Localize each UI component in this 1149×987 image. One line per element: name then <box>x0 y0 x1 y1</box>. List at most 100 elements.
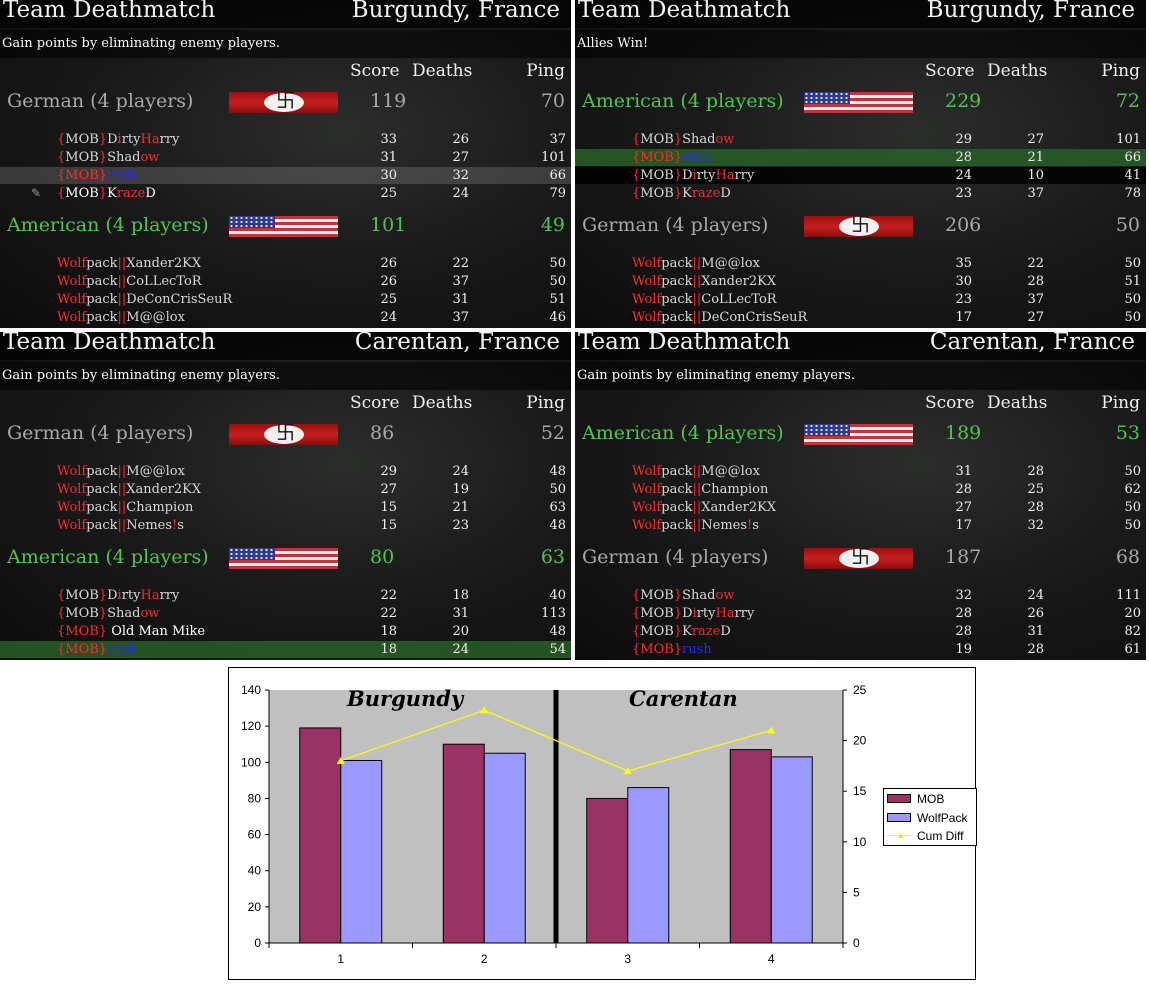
player-name-segment: Ha <box>140 588 160 603</box>
player-row[interactable]: {MOB}rush 18 24 54 <box>0 641 571 658</box>
player-name-segment: Shad <box>682 588 716 603</box>
player-name-segment: || <box>692 292 702 307</box>
player-deaths: 26 <box>452 132 469 147</box>
player-name-segment: Xander2KX <box>701 274 777 289</box>
player-row[interactable]: Wolfpack||Nemes!s 15 23 48 <box>0 517 571 534</box>
player-row[interactable]: Wolfpack||M@@lox 31 28 50 <box>575 463 1146 480</box>
player-row[interactable]: {MOB}DirtyHarry 22 18 40 <box>0 587 571 604</box>
player-row[interactable]: Wolfpack||Xander2KX 27 19 50 <box>0 481 571 498</box>
player-name-segment: { <box>57 186 66 201</box>
team-ping: 63 <box>540 546 565 568</box>
player-row[interactable]: {MOB}DirtyHarry 33 26 37 <box>0 131 571 148</box>
y-tick-label-left: 60 <box>248 828 262 842</box>
player-ping: 54 <box>549 642 566 657</box>
player-name-segment: Champion <box>701 482 769 497</box>
player-name-segment: rty <box>696 606 716 621</box>
player-row[interactable]: Wolfpack||M@@lox 24 37 46 <box>0 309 571 326</box>
player-row[interactable]: {MOB}DirtyHarry 24 10 41 <box>575 167 1146 184</box>
player-row[interactable]: Wolfpack||DeConCrisSeuR 17 27 50 <box>575 309 1146 326</box>
x-tick-label: 2 <box>481 952 488 966</box>
player-score: 22 <box>380 588 397 603</box>
player-row[interactable]: {MOB}Shadow 32 24 111 <box>575 587 1146 604</box>
player-row[interactable]: Wolfpack||M@@lox 29 24 48 <box>0 463 571 480</box>
player-name: {MOB}Shadow <box>632 131 734 148</box>
player-name-segment: MOB <box>65 132 99 147</box>
player-name-segment: raze <box>691 186 721 201</box>
player-name: {MOB} Old Man Mike <box>57 623 205 640</box>
player-ping: 66 <box>549 168 566 183</box>
player-row[interactable]: {MOB}rush 28 21 66 <box>575 149 1146 166</box>
player-name-segment: {MOB} <box>632 150 683 165</box>
team-name: American (4 players) <box>582 422 784 444</box>
player-ping: 37 <box>549 132 566 147</box>
player-name-segment: K <box>682 624 692 639</box>
column-header-score: Score <box>350 61 400 81</box>
player-name-segment: } <box>673 606 683 621</box>
team-score: 80 <box>370 546 395 568</box>
player-row[interactable]: Wolfpack||DeConCrisSeuR 25 31 51 <box>0 291 571 308</box>
column-header-deaths: Deaths <box>412 393 473 413</box>
player-row[interactable]: Wolfpack||CoLLecToR 26 37 50 <box>0 273 571 290</box>
player-ping: 78 <box>1124 186 1141 201</box>
player-name-segment: Wolf <box>632 274 662 289</box>
player-score: 30 <box>380 168 397 183</box>
bar-mob <box>299 727 342 944</box>
player-name-segment: pack <box>86 256 118 271</box>
player-row[interactable]: {MOB}Shadow 31 27 101 <box>0 149 571 166</box>
player-name-segment: MOB <box>640 186 674 201</box>
team-score: 86 <box>370 422 395 444</box>
player-deaths: 28 <box>1027 274 1044 289</box>
player-deaths: 26 <box>1027 606 1044 621</box>
player-row[interactable]: Wolfpack||Champion 15 21 63 <box>0 499 571 516</box>
player-name: Wolfpack||DeConCrisSeuR <box>57 291 232 308</box>
team-header-row: German (4 players) 卐 187 68 <box>575 544 1146 574</box>
player-name-segment: pack <box>86 292 118 307</box>
player-name: {MOB}rush <box>632 641 712 658</box>
player-name: Wolfpack||M@@lox <box>57 309 185 326</box>
player-score: 17 <box>955 310 972 325</box>
objective-bar: Gain points by eliminating enemy players… <box>0 30 571 58</box>
player-row[interactable]: {MOB} Old Man Mike 18 20 48 <box>0 623 571 640</box>
objective-bar: Allies Win! <box>575 30 1146 58</box>
player-name-segment: Xander2KX <box>701 500 777 515</box>
player-row[interactable]: Wolfpack||M@@lox 35 22 50 <box>575 255 1146 272</box>
player-row[interactable]: {MOB}Shadow 29 27 101 <box>575 131 1146 148</box>
player-row[interactable]: {MOB}KrazeD 23 37 78 <box>575 185 1146 202</box>
player-name-segment: pack <box>661 500 693 515</box>
x-tick-label: 1 <box>337 952 344 966</box>
player-row[interactable]: Wolfpack||Xander2KX 30 28 51 <box>575 273 1146 290</box>
player-score: 18 <box>380 624 397 639</box>
player-row[interactable]: Wolfpack||Xander2KX 27 28 50 <box>575 499 1146 516</box>
player-row[interactable]: Wolfpack||Xander2KX 26 22 50 <box>0 255 571 272</box>
player-row[interactable]: {MOB}rush 30 32 66 <box>0 167 571 184</box>
player-name-segment: pack <box>86 310 118 325</box>
flag-canton <box>804 424 850 436</box>
player-ping: 50 <box>1124 464 1141 479</box>
player-deaths: 21 <box>1027 150 1044 165</box>
player-ping: 40 <box>549 588 566 603</box>
player-row[interactable]: {MOB}Shadow 22 31 113 <box>0 605 571 622</box>
team-score: 189 <box>945 422 982 444</box>
player-score: 31 <box>955 464 972 479</box>
column-header-ping: Ping <box>526 393 565 413</box>
player-name: {MOB}Shadow <box>632 587 734 604</box>
player-row[interactable]: Wolfpack||CoLLecToR 23 37 50 <box>575 291 1146 308</box>
player-name-segment: || <box>692 274 702 289</box>
player-row[interactable]: Wolfpack||Nemes!s 17 32 50 <box>575 517 1146 534</box>
player-deaths: 28 <box>1027 642 1044 657</box>
flag-emblem: 卐 <box>851 216 871 236</box>
player-ping: 62 <box>1124 482 1141 497</box>
triangle-marker-icon: ▲ <box>896 830 905 840</box>
player-score: 25 <box>380 292 397 307</box>
player-row[interactable]: {MOB}KrazeD 28 31 82 <box>575 623 1146 640</box>
legend-swatch-wolfpack <box>887 813 911 822</box>
scoreboard-header: Team Deathmatch Burgundy, France <box>575 0 1146 28</box>
legend-label-mob: MOB <box>917 792 945 806</box>
team-score: 187 <box>945 546 982 568</box>
player-score: 28 <box>955 150 972 165</box>
player-row[interactable]: {MOB}rush 19 28 61 <box>575 641 1146 658</box>
player-row[interactable]: ✎ {MOB}KrazeD 25 24 79 <box>0 185 571 202</box>
player-name: {MOB}DirtyHarry <box>632 167 754 184</box>
player-row[interactable]: {MOB}DirtyHarry 28 26 20 <box>575 605 1146 622</box>
player-row[interactable]: Wolfpack||Champion 28 25 62 <box>575 481 1146 498</box>
